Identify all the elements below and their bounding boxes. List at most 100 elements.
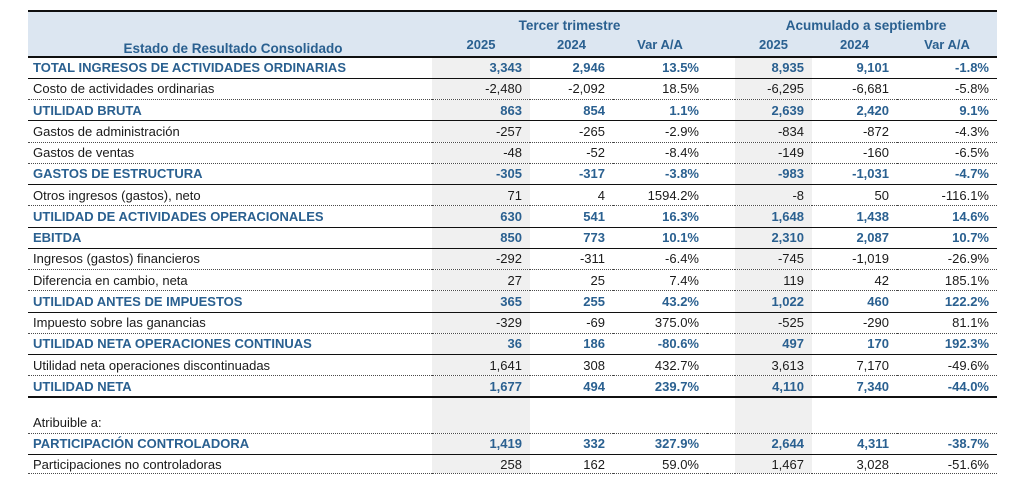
cell-value: 14.6% — [897, 205, 997, 228]
column-header-ytd-2024: 2024 — [812, 33, 897, 58]
row-label: UTILIDAD DE ACTIVIDADES OPERACIONALES — [28, 205, 432, 228]
cell-value: 10.7% — [897, 227, 997, 249]
spacer-cell — [707, 227, 735, 249]
spacer-cell — [707, 412, 735, 434]
cell-value: 4 — [530, 184, 613, 207]
spacer-cell — [707, 269, 735, 292]
cell-value: 27 — [432, 269, 530, 292]
row-label — [28, 397, 432, 412]
income-statement-table: Estado de Resultado Consolidado Tercer t… — [28, 10, 997, 474]
cell-value: -80.6% — [613, 333, 707, 356]
cell-value: 7,170 — [812, 354, 897, 377]
row-label: PARTICIPACIÓN CONTROLADORA — [28, 433, 432, 456]
row-label: Costo de actividades ordinarias — [28, 78, 432, 101]
spacer-cell — [707, 397, 735, 412]
table-row: Utilidad neta operaciones discontinuadas… — [28, 354, 997, 377]
cell-value: 432.7% — [613, 354, 707, 377]
cell-value: 43.2% — [613, 290, 707, 313]
cell-value: -44.0% — [897, 375, 997, 399]
column-header-quarter-var-a-a: Var A/A — [613, 33, 707, 58]
cell-value: 365 — [432, 290, 530, 313]
cell-value: 773 — [530, 227, 613, 249]
table-row: Otros ingresos (gastos), neto 71 4 1594.2% -… — [28, 184, 997, 207]
table-row: UTILIDAD NETA 1,677 494 239.7% 4,110 7,340 -44… — [28, 375, 997, 399]
cell-value: 42 — [812, 269, 897, 292]
cell-value: -290 — [812, 312, 897, 334]
cell-value: 2,644 — [735, 433, 812, 456]
row-label: Diferencia en cambio, neta — [28, 269, 432, 292]
spacer-cell — [707, 433, 735, 456]
cell-value: -6,681 — [812, 78, 897, 101]
cell-value: 3,613 — [735, 354, 812, 377]
row-label: Utilidad neta operaciones discontinuadas — [28, 354, 432, 377]
cell-value: 81.1% — [897, 312, 997, 334]
cell-value: -311 — [530, 248, 613, 271]
cell-value: -292 — [432, 248, 530, 271]
spacer-cell — [707, 312, 735, 334]
cell-value: 13.5% — [613, 57, 707, 79]
table-row: Atribuible a: — [28, 412, 997, 434]
cell-value: 119 — [735, 269, 812, 292]
cell-value: -2,480 — [432, 78, 530, 101]
cell-value: -3.8% — [613, 163, 707, 186]
cell-value: -4.3% — [897, 120, 997, 143]
cell-value — [613, 412, 707, 434]
cell-value: -48 — [432, 142, 530, 164]
cell-value: -745 — [735, 248, 812, 271]
cell-value: -6.5% — [897, 142, 997, 164]
cell-value: -8 — [735, 184, 812, 207]
row-label: UTILIDAD NETA OPERACIONES CONTINUAS — [28, 333, 432, 356]
cell-value: -4.7% — [897, 163, 997, 186]
cell-value: -257 — [432, 120, 530, 143]
spacer-cell — [707, 163, 735, 186]
cell-value: -26.9% — [897, 248, 997, 271]
column-header-quarter-2025: 2025 — [432, 33, 530, 58]
row-label: UTILIDAD ANTES DE IMPUESTOS — [28, 290, 432, 313]
cell-value: 2,946 — [530, 57, 613, 79]
row-label: TOTAL INGRESOS DE ACTIVIDADES ORDINARIAS — [28, 57, 432, 79]
cell-value — [812, 412, 897, 434]
cell-value — [897, 412, 997, 434]
row-label: Ingresos (gastos) financieros — [28, 248, 432, 271]
table-row: UTILIDAD ANTES DE IMPUESTOS 365 255 43.2% 1,… — [28, 290, 997, 313]
cell-value: 541 — [530, 205, 613, 228]
cell-value: 1,648 — [735, 205, 812, 228]
column-header-ytd-var-a-a: Var A/A — [897, 33, 997, 58]
cell-value: 7,340 — [812, 375, 897, 399]
cell-value: 1,467 — [735, 454, 812, 474]
cell-value: 162 — [530, 454, 613, 474]
cell-value: -2.9% — [613, 120, 707, 143]
cell-value: 255 — [530, 290, 613, 313]
table-body: TOTAL INGRESOS DE ACTIVIDADES ORDINARIAS… — [28, 57, 997, 474]
cell-value: -52 — [530, 142, 613, 164]
cell-value: -6.4% — [613, 248, 707, 271]
cell-value: -1.8% — [897, 57, 997, 79]
cell-value — [735, 397, 812, 412]
cell-value: -5.8% — [897, 78, 997, 101]
cell-value: -2,092 — [530, 78, 613, 101]
cell-value — [432, 412, 530, 434]
cell-value: 1,641 — [432, 354, 530, 377]
group-header-quarter: Tercer trimestre — [432, 10, 707, 33]
cell-value: 375.0% — [613, 312, 707, 334]
row-label: Atribuible a: — [28, 412, 432, 434]
cell-value — [530, 412, 613, 434]
group-header-row: Estado de Resultado Consolidado Tercer t… — [28, 10, 997, 58]
cell-value: -8.4% — [613, 142, 707, 164]
cell-value: 4,110 — [735, 375, 812, 399]
cell-value: 192.3% — [897, 333, 997, 356]
cell-value: 59.0% — [613, 454, 707, 474]
row-label: Gastos de administración — [28, 120, 432, 143]
spacer-column — [707, 10, 735, 58]
table-row: Impuesto sobre las ganancias -329 -69 375.0… — [28, 312, 997, 334]
table-title: Estado de Resultado Consolidado — [28, 10, 432, 58]
cell-value: 9.1% — [897, 99, 997, 122]
cell-value: -6,295 — [735, 78, 812, 101]
cell-value: 1,438 — [812, 205, 897, 228]
cell-value: 25 — [530, 269, 613, 292]
table-header: Estado de Resultado Consolidado Tercer t… — [28, 10, 997, 58]
table-row: PARTICIPACIÓN CONTROLADORA 1,419 332 327.9%… — [28, 433, 997, 456]
cell-value: 1,419 — [432, 433, 530, 456]
cell-value: 4,311 — [812, 433, 897, 456]
